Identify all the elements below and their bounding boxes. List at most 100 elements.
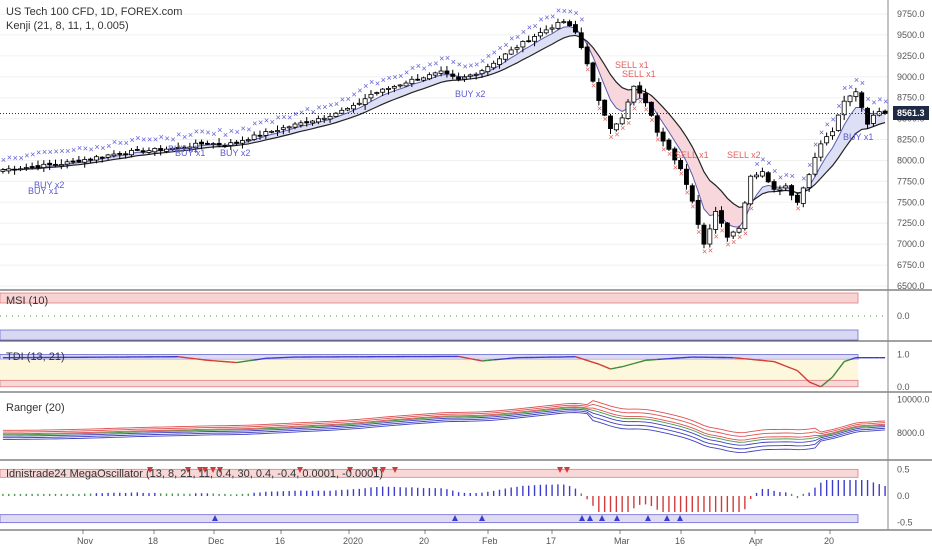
stop-marker: × [866,94,871,104]
candle-up [812,157,818,175]
candle-down [765,172,771,183]
candle-up [549,27,555,30]
candle-up [421,77,426,81]
tdi-line-segment [808,381,816,385]
osc-buy-triangle [614,515,620,521]
candle-down [450,73,456,77]
tdi-line-segment [773,360,781,365]
signal-label: BUY x1 [28,186,58,196]
price-tick-label: 6500.0 [897,281,925,291]
candle-up [315,118,321,123]
stop-marker: × [725,240,730,250]
ranger-tick-label: 10000.0 [897,394,930,404]
tdi-line-segment [616,366,623,369]
tdi-line-segment [849,357,857,361]
stop-marker: × [106,141,111,151]
stop-marker: × [831,115,836,125]
candle-up [532,36,537,42]
osc-sell-triangle [557,467,563,473]
candle-up [543,29,549,34]
time-tick-label: Dec [208,536,225,546]
oscillator-pane[interactable]: 0.5 0.0 -0.5 [0,464,913,528]
stop-marker: × [287,113,292,123]
stop-marker: × [772,166,777,176]
stop-marker: × [457,60,462,70]
ranger-band-line [2,400,886,434]
stop-marker: × [591,81,596,91]
price-tick-label: 9750.0 [897,9,925,19]
candle-up [841,100,847,116]
stop-marker: × [544,12,549,22]
last-price-tag [893,106,929,120]
tdi-line-segment [575,356,582,360]
candle-down [216,142,222,146]
ranger-pane[interactable]: 10000.0 8000.0 [2,394,930,454]
candle-down [117,153,123,155]
stop-marker: × [609,132,614,142]
candle-up [169,147,175,150]
tdi-line-segment [791,367,798,372]
candle-up [187,146,193,149]
stop-marker: × [714,232,719,242]
osc-tick-label: 0.0 [897,491,910,501]
osc-sell-triangle [347,467,353,473]
candle-up [362,98,368,105]
stop-marker: × [83,143,88,153]
candle-up [783,185,789,189]
osc-buy-triangle [599,515,605,521]
stop-marker: × [153,134,158,144]
stop-marker: × [451,57,456,67]
osc-buy-triangle [212,515,218,521]
candle-down [35,165,41,168]
signal-label: BUY x2 [455,89,485,99]
stop-marker: × [433,59,438,69]
stop-marker: × [147,134,152,144]
candle-up [82,159,88,163]
candle-up [777,188,783,191]
candle-down [53,163,58,166]
candle-up [152,147,158,153]
candle-down [76,159,82,163]
candle-down [596,82,602,101]
candle-down [637,85,643,94]
candle-up [228,142,234,146]
signal-label: SELL x1 [675,150,709,160]
symbol-title: US Tech 100 CFD, 1D, FOREX.com [6,6,182,18]
tdi-line-segment [768,360,775,363]
candle-up [485,66,491,73]
stop-marker: × [217,125,222,135]
price-tick-label: 7000.0 [897,239,925,249]
candle-down [602,99,608,116]
ranger-band-line [2,403,886,437]
tdi-line-segment [475,359,483,362]
time-tick-label: Apr [749,536,763,546]
stop-marker: × [363,81,368,91]
stop-marker: × [334,99,339,109]
stop-marker: × [240,123,245,133]
tdi-line-segment [639,359,646,363]
candle-down [456,76,462,80]
msi-pane[interactable]: 0.0 [0,292,910,341]
stop-marker: × [229,126,234,136]
stop-marker: × [381,75,386,85]
candle-up [93,156,99,161]
stop-marker: × [474,59,479,69]
stop-marker: × [311,107,316,117]
tdi-pane[interactable]: 1.0 0.0 [0,349,910,392]
last-price-label: 8561.3 [897,108,925,118]
candle-up [537,32,543,37]
candle-up [713,211,719,230]
stop-marker: × [246,124,251,134]
price-pane[interactable]: 9750.09500.09250.09000.08750.08500.08250… [0,6,925,291]
price-tick-label: 9500.0 [897,30,925,40]
stop-marker: × [755,159,760,169]
ranger-title: Ranger (20) [6,402,65,414]
tdi-mid-band [0,359,858,381]
time-tick-label: 2020 [343,536,363,546]
tdi-line-segment [604,365,611,370]
candle-up [292,123,298,128]
tdi-line-segment [627,362,635,366]
candle-down [158,148,164,151]
stop-marker: × [328,100,333,110]
